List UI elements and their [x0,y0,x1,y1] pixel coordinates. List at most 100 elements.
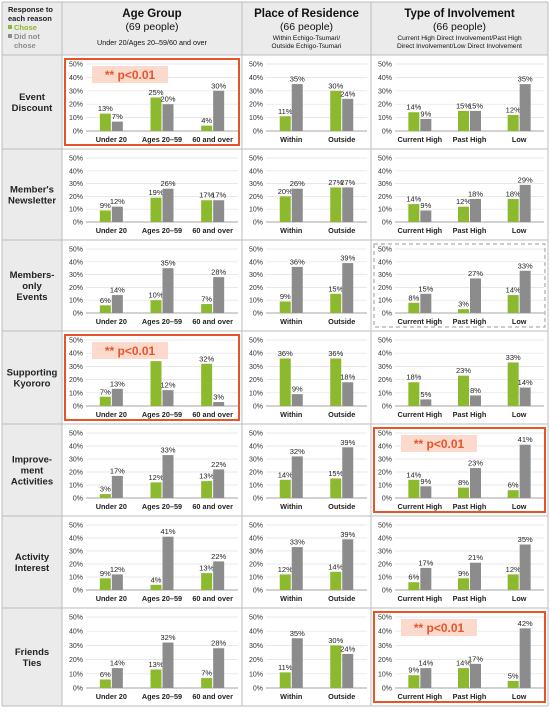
x-tick-label: Outside [328,410,355,419]
significance-box [373,427,546,513]
y-tick-label: 10% [69,671,83,678]
bar-not-chose [213,277,225,313]
y-tick-label: 20% [249,470,263,477]
y-tick-label: 40% [249,259,263,266]
y-tick-label: 30% [69,457,83,464]
bar-not-chose [213,200,225,222]
bar-chose [507,295,519,313]
bar-not-chose [111,121,123,131]
y-tick-label: 40% [249,75,263,82]
y-tick-label: 30% [249,643,263,650]
row-label: Interest [15,563,50,574]
significance-badge [401,435,477,452]
header-background [2,2,548,55]
data-label: 17% [110,466,125,475]
bar-not-chose [213,561,225,590]
data-label: 9% [458,569,469,578]
bar-chose [458,309,469,313]
bar-chose [330,645,342,688]
data-label: 8% [408,293,419,302]
bar-not-chose [213,90,225,131]
bar-chose [330,571,342,590]
column-count: (69 people) [125,21,178,33]
y-tick-label: 30% [69,88,83,95]
column-title: Age Group [122,8,181,20]
bar-not-chose [420,567,432,590]
y-tick-label: 50% [249,615,263,622]
x-tick-label: Ages 20–59 [142,226,182,235]
x-tick-label: Within [280,317,302,326]
data-label: 5% [508,671,519,680]
y-tick-label: 40% [69,75,83,82]
y-tick-label: 0% [382,220,392,227]
row-label-background [2,331,62,424]
bar-chose [507,490,519,498]
y-tick-label: 30% [378,364,392,371]
y-tick-label: 50% [378,523,392,530]
row-label: only [22,281,42,292]
data-label: 13% [98,104,113,113]
data-label: 3% [100,485,111,494]
data-label: 13% [148,660,163,669]
bar-chose [330,90,342,131]
data-label: 14% [518,378,533,387]
y-tick-label: 40% [69,536,83,543]
bar-chose [458,110,469,131]
bar-not-chose [420,486,432,498]
y-tick-label: 0% [253,686,263,693]
y-tick-label: 50% [249,62,263,69]
bar-not-chose [213,648,225,688]
legend-not-chose: chose [14,41,36,50]
y-tick-label: 20% [69,377,83,384]
bar-chose [201,363,213,406]
row-label: Member's [10,185,54,196]
y-tick-label: 50% [249,338,263,345]
bar-chose [279,574,291,590]
data-label: 9% [292,385,303,394]
bar-chose [507,114,519,131]
data-label: 12% [110,565,125,574]
x-tick-label: Past High [453,226,487,235]
column-title: Place of Residence [254,8,359,20]
x-tick-label: Ages 20–59 [142,594,182,603]
bar-not-chose [162,188,174,222]
bar-not-chose [291,456,303,498]
y-tick-label: 10% [69,483,83,490]
bar-chose [279,116,291,131]
data-label: 27% [468,269,483,278]
y-tick-label: 20% [69,285,83,292]
data-label: 3% [458,300,469,309]
bar-not-chose [470,110,481,131]
data-label: 13% [199,472,214,481]
significance-badge [92,342,168,359]
y-tick-label: 50% [69,62,83,69]
data-label: 6% [408,573,419,582]
x-tick-label: Under 20 [96,594,127,603]
bar-chose [201,200,213,222]
bar-chose [201,481,213,498]
bar-chose [99,494,111,498]
bar-not-chose [291,84,303,131]
y-tick-label: 40% [69,351,83,358]
x-tick-label: Ages 20–59 [142,410,182,419]
y-tick-label: 30% [249,364,263,371]
significance-label: ** p<0.01 [414,437,465,451]
data-label: 7% [201,669,212,678]
bar-not-chose [162,268,174,313]
y-tick-label: 0% [253,404,263,411]
data-label: 15% [468,101,483,110]
data-label: 36% [278,349,293,358]
column-subtitle: Direct Involvement/Low Direct Involvemen… [397,43,522,50]
y-tick-label: 10% [249,671,263,678]
significance-badge [92,66,168,83]
y-tick-label: 50% [249,523,263,530]
y-tick-label: 20% [378,562,392,569]
y-tick-label: 40% [378,536,392,543]
column-count: (66 people) [433,21,486,33]
x-tick-label: 60 and over [192,410,233,419]
y-tick-label: 20% [249,194,263,201]
data-label: 4% [151,575,162,584]
y-tick-label: 20% [249,562,263,569]
x-tick-label: Under 20 [96,135,127,144]
y-tick-label: 30% [69,549,83,556]
